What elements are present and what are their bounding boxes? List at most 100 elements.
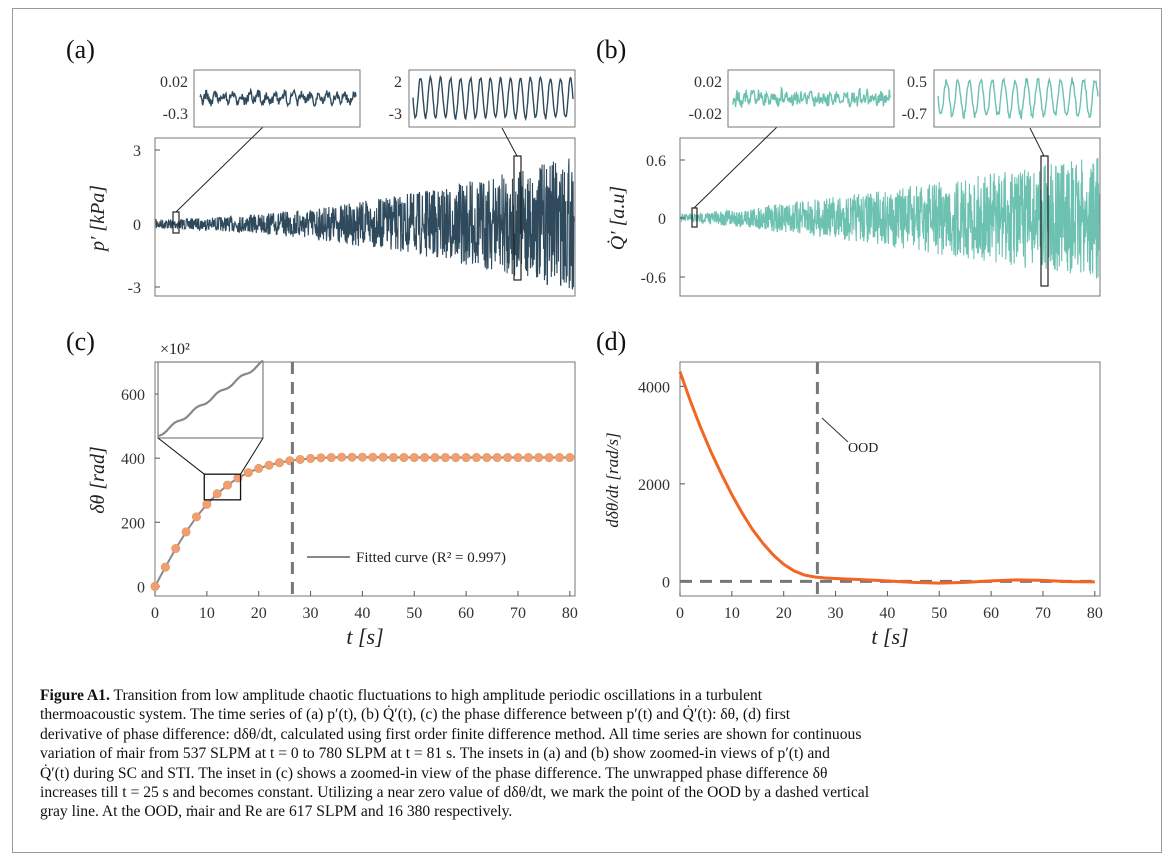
data-point	[295, 454, 305, 464]
data-point	[274, 458, 284, 468]
x-tick-label: 50	[406, 605, 422, 622]
panel-label-d: (d)	[596, 327, 626, 356]
panel-c-axes: 0 10 20 30 40 50 60 70 80 0 200 400 600 δθ [rad] t […	[87, 359, 578, 649]
panel-b-ylabel: Q̇′ [a.u]	[606, 186, 629, 250]
zoom-box	[203, 473, 242, 501]
x-tick-label: 10	[724, 605, 740, 622]
x-tick-label: 30	[303, 605, 319, 622]
data-point	[523, 453, 533, 463]
figure-caption: Figure A1. Transition from low amplitude…	[40, 686, 1140, 822]
inset-trace	[937, 76, 1099, 121]
data-point	[503, 453, 513, 463]
x-tick-label: 80	[562, 605, 578, 622]
y-tick-label: 600	[121, 387, 145, 404]
ood-arrow	[821, 417, 849, 443]
data-point	[409, 453, 419, 463]
data-point	[223, 480, 233, 490]
data-point	[357, 452, 367, 462]
y-tick-label: 400	[121, 451, 145, 468]
x-tick-label: 60	[983, 605, 999, 622]
data-point	[482, 453, 492, 463]
caption-line: gray line. At the OOD, ṁair and Re are 6…	[40, 803, 513, 821]
panel-a-inset-right	[412, 74, 574, 121]
caption-title: Figure A1.	[40, 687, 110, 704]
x-tick-label: 50	[931, 605, 947, 622]
panel-b-ytick: 0	[658, 211, 666, 228]
data-point	[554, 453, 564, 463]
panel-a-ytick: 0	[133, 217, 141, 234]
data-point	[191, 512, 201, 522]
panel-a-inset-left	[199, 87, 357, 108]
signal-trace	[155, 158, 575, 290]
panel-b-signal	[680, 157, 1100, 279]
x-tick-label: 10	[199, 605, 215, 622]
panel-c-xlabel: t [s]	[346, 624, 383, 649]
data-point	[451, 453, 461, 463]
x-tick-label: 40	[354, 605, 370, 622]
data-point	[347, 452, 357, 462]
panel-c-multiplier: ×10²	[160, 341, 190, 358]
signal-trace	[680, 157, 1100, 279]
panel-label-b: (b)	[596, 35, 626, 64]
data-point	[264, 460, 274, 470]
inset-trace	[199, 87, 357, 108]
data-point	[202, 499, 212, 509]
data-point	[420, 453, 430, 463]
x-tick-label: 30	[828, 605, 844, 622]
panel-b-ytick: 0.6	[646, 153, 666, 170]
panel-b-inset-left	[732, 85, 891, 108]
inset-trace	[412, 74, 574, 121]
panel-c-legend: Fitted curve (R² = 0.997)	[356, 550, 506, 566]
figure-canvas: (a) 3 0 -3 p′ [kPa] 0.02 -0.3 2 -3 (b) 0…	[66, 35, 1103, 649]
data-point	[150, 581, 160, 591]
x-tick-label: 80	[1087, 605, 1103, 622]
y-tick-label: 4000	[638, 379, 670, 396]
inset-tick: -3	[389, 106, 402, 123]
x-tick-label: 40	[879, 605, 895, 622]
panel-a-ytick: 3	[133, 143, 141, 160]
panel-a-signal	[155, 158, 575, 290]
x-tick-label: 70	[510, 605, 526, 622]
x-tick-label: 0	[151, 605, 159, 622]
y-tick-label: 2000	[638, 477, 670, 494]
inset-curve	[157, 359, 264, 438]
data-point	[171, 544, 181, 554]
panel-b-ytick: -0.6	[641, 270, 666, 287]
data-point	[254, 463, 264, 473]
data-point	[399, 453, 409, 463]
data-point	[513, 453, 523, 463]
x-tick-label: 20	[776, 605, 792, 622]
inset-trace	[732, 85, 891, 108]
panel-a-axes: 3 0 -3 p′ [kPa] 0.02 -0.3 2 -3	[87, 69, 576, 297]
inset-tick: -0.7	[902, 106, 927, 123]
panel-d-annotation: OOD	[848, 441, 878, 456]
inset-tick: 0.5	[907, 74, 927, 91]
data-point	[316, 453, 326, 463]
inset-tick: 2	[394, 74, 402, 91]
y-tick-label: 0	[137, 579, 145, 596]
data-point	[461, 453, 471, 463]
caption-line: increases till t = 25 s and becomes cons…	[40, 784, 870, 802]
panel-d-axes: 0 10 20 30 40 50 60 70 80 0 2000 4000 dδθ/dt [rad/s…	[603, 361, 1103, 649]
panel-d-xlabel: t [s]	[871, 624, 908, 649]
panel-d-ylabel: dδθ/dt [rad/s]	[603, 432, 622, 527]
caption-line: Transition from low amplitude chaotic fl…	[113, 687, 763, 704]
data-point	[326, 453, 336, 463]
panel-b-axes: 0.6 0 -0.6 Q̇′ [a.u] 0.02 -0.02 0.5 -0.7	[606, 69, 1101, 297]
x-tick-label: 60	[458, 605, 474, 622]
inset-tick: 0.02	[160, 74, 188, 91]
x-tick-label: 70	[1035, 605, 1051, 622]
panel-label-a: (a)	[66, 35, 95, 64]
data-point	[471, 453, 481, 463]
data-point	[181, 527, 191, 537]
inset-tick: 0.02	[694, 74, 722, 91]
zoom-connector	[240, 437, 264, 475]
data-point	[243, 468, 253, 478]
panel-a-ytick: -3	[128, 280, 141, 297]
data-point	[544, 453, 554, 463]
inset-tick: -0.02	[689, 106, 722, 123]
figure-frame	[12, 8, 1162, 853]
data-point	[306, 453, 316, 463]
data-point	[337, 452, 347, 462]
data-point	[160, 562, 170, 572]
